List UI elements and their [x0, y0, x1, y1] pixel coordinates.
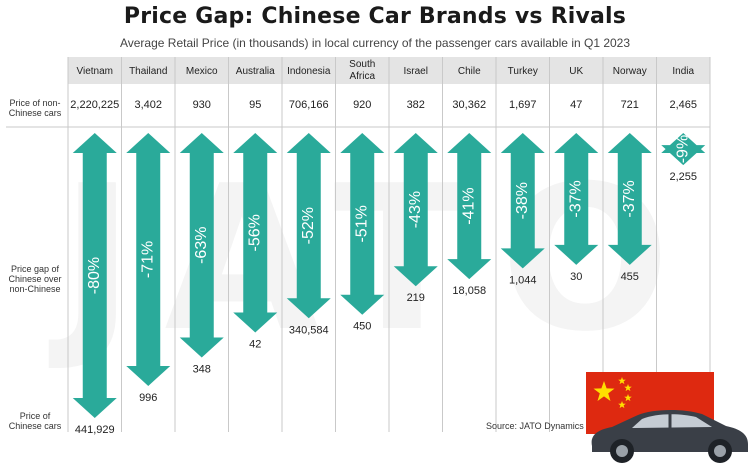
gap-arrow: [393, 133, 438, 287]
gap-percent-label: -37%: [567, 180, 584, 217]
car-icon: [591, 409, 748, 463]
country-label: UK: [569, 66, 583, 77]
row-label-price-gap: Price gap of Chinese over non-Chinese: [8, 264, 62, 294]
gap-arrow: [554, 133, 599, 265]
gap-percent-label: -41%: [460, 187, 477, 224]
country-label: Norway: [613, 66, 647, 77]
country-label: Mexico: [186, 66, 218, 77]
chinese-price-label: 18,058: [452, 285, 486, 297]
non-chinese-price-label: 920: [353, 99, 371, 111]
chinese-price-label: 455: [621, 271, 639, 283]
non-chinese-price-label: 47: [570, 99, 582, 111]
gap-percent-label: -51%: [353, 205, 370, 242]
country-label: Israel: [404, 66, 428, 77]
gap-arrow: [233, 133, 278, 333]
country-label: Thailand: [129, 66, 167, 77]
gap-percent-label: -9%: [674, 135, 691, 163]
country-label: Indonesia: [287, 66, 331, 77]
non-chinese-price-label: 382: [407, 99, 425, 111]
non-chinese-price-label: 3,402: [134, 99, 162, 111]
flag-and-car-illustration: [586, 372, 748, 463]
non-chinese-price-label: 706,166: [289, 99, 329, 111]
country-label: South: [349, 59, 375, 70]
chinese-price-label: 996: [139, 392, 157, 404]
gap-percent-label: -63%: [193, 227, 210, 264]
country-label: Africa: [349, 71, 375, 82]
chinese-price-label: 441,929: [75, 424, 115, 436]
country-label: Vietnam: [76, 66, 113, 77]
non-chinese-price-label: 2,465: [669, 99, 697, 111]
country-label: Chile: [458, 66, 481, 77]
gap-percent-label: -80%: [86, 257, 103, 294]
gap-percent-label: -43%: [407, 191, 424, 228]
chinese-price-label: 450: [353, 321, 371, 333]
chinese-price-label: 1,044: [509, 274, 537, 286]
row-label-non-chinese-price: Price of non-Chinese cars: [8, 98, 62, 118]
chinese-price-label: 340,584: [289, 324, 329, 336]
country-label: Australia: [236, 66, 275, 77]
non-chinese-price-label: 30,362: [452, 99, 486, 111]
non-chinese-price-label: 930: [193, 99, 211, 111]
gap-arrow: [126, 133, 171, 386]
chinese-price-label: 219: [407, 292, 425, 304]
non-chinese-price-label: 721: [621, 99, 639, 111]
gap-percent-label: -71%: [139, 241, 156, 278]
country-label: India: [672, 66, 694, 77]
gap-percent-label: -52%: [300, 207, 317, 244]
chinese-price-label: 2,255: [669, 171, 697, 183]
gap-arrow: [179, 133, 224, 358]
gap-arrow: [447, 133, 492, 280]
country-label: Turkey: [508, 66, 538, 77]
chinese-price-label: 30: [570, 271, 582, 283]
source-note: Source: JATO Dynamics: [486, 421, 584, 431]
gap-arrow: [340, 133, 385, 315]
non-chinese-price-label: 95: [249, 99, 261, 111]
gap-arrow: [607, 133, 652, 265]
chart-subtitle: Average Retail Price (in thousands) in l…: [119, 36, 631, 50]
gap-arrow: [500, 133, 545, 269]
chart-title: Price Gap: Chinese Car Brands vs Rivals: [123, 4, 627, 29]
non-chinese-price-label: 2,220,225: [70, 99, 119, 111]
row-label-chinese-price: Price of Chinese cars: [8, 411, 62, 431]
gap-arrow: [661, 133, 706, 166]
gap-percent-label: -38%: [514, 182, 531, 219]
chinese-price-label: 42: [249, 339, 261, 351]
non-chinese-price-label: 1,697: [509, 99, 537, 111]
chinese-price-label: 348: [193, 363, 211, 375]
gap-arrow: [286, 133, 331, 319]
gap-arrow: [72, 133, 117, 418]
gap-percent-label: -37%: [621, 180, 638, 217]
gap-percent-label: -56%: [246, 214, 263, 251]
